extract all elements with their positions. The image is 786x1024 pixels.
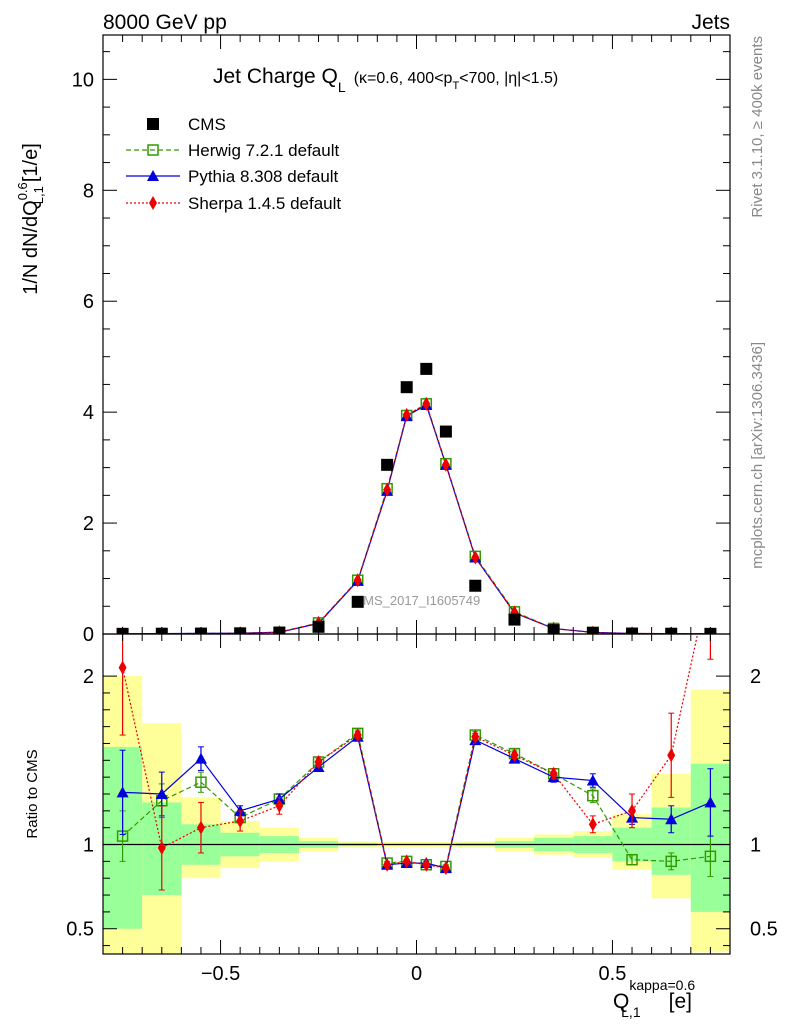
legend: CMS Herwig 7.2.1 default Pythia 8.308 defa… xyxy=(126,115,341,213)
cms-point xyxy=(420,362,433,375)
legend-label-herwig: Herwig 7.2.1 default xyxy=(188,141,339,160)
cms-point xyxy=(439,425,452,438)
title-main: Jet Charge Q xyxy=(213,65,338,88)
ratio-x-tick-label: 0 xyxy=(411,963,422,985)
pythia-ratio-point xyxy=(116,786,129,798)
sherpa-point xyxy=(422,396,431,411)
ratio-x-tick-label: 0.5 xyxy=(599,963,627,985)
ratio-y-tick-label-right: 2 xyxy=(750,666,761,688)
herwig-ratio-point xyxy=(704,850,717,863)
ratio-plot-data xyxy=(103,568,730,891)
pythia-ratio-point xyxy=(194,752,207,764)
analysis-watermark: CMS_2017_I1605749 xyxy=(354,593,481,608)
sherpa-point xyxy=(383,482,392,497)
main-y-tick-label: 4 xyxy=(83,402,94,424)
ratio-y-tick-label-right: 1 xyxy=(750,835,761,857)
sherpa-ratio-point xyxy=(196,820,205,835)
pythia-ratio-point xyxy=(586,774,599,786)
ratio-y-tick-label-left: 0.5 xyxy=(66,919,94,941)
sherpa-ratio-point xyxy=(422,857,431,872)
sherpa-point xyxy=(441,457,450,472)
cms-point xyxy=(400,381,413,394)
ratio-y-axis-label: Ratio to CMS xyxy=(24,749,41,838)
pythia-ratio-point xyxy=(704,796,717,808)
ratio-y-tick-label-left: 2 xyxy=(83,666,94,688)
sherpa-ratio-point xyxy=(118,660,127,675)
sherpa-point xyxy=(353,573,362,588)
cms-point xyxy=(508,613,521,626)
main-y-tick-label: 6 xyxy=(83,291,94,313)
pythia-ratio-line xyxy=(122,735,711,869)
ratio-y-tick-label-left: 1 xyxy=(83,835,94,857)
legend-marker-cms xyxy=(147,118,159,130)
legend-marker-pythia xyxy=(147,170,159,181)
x-axis-label: Qkappa=0.6 L,1 [e] xyxy=(613,977,695,1020)
sherpa-point xyxy=(402,407,411,422)
rivet-version-label: Rivet 3.1.10, ≥ 400k events xyxy=(749,36,766,218)
sherpa-ratio-point xyxy=(275,798,284,813)
sherpa-ratio-point xyxy=(471,729,480,744)
sherpa-ratio-point xyxy=(706,568,714,582)
main-y-tick-label: 0 xyxy=(83,624,94,646)
pythia-ratio-point xyxy=(665,813,678,825)
main-y-tick-label: 8 xyxy=(83,180,94,202)
cms-point xyxy=(312,620,325,633)
energy-label: 8000 GeV pp xyxy=(103,11,227,34)
herwig-ratio-point xyxy=(587,789,599,802)
ylabel-unit: [1/e] xyxy=(20,143,42,182)
legend-label-cms: CMS xyxy=(188,115,226,134)
sherpa-ratio-point xyxy=(383,857,392,872)
mcplots-label: mcplots.cern.ch [arXiv:1306.3436] xyxy=(749,342,766,569)
xlabel-unit: [e] xyxy=(669,990,692,1013)
sherpa-ratio-point xyxy=(402,854,411,869)
xlabel-sub: L,1 xyxy=(621,1004,641,1020)
sherpa-ratio-point xyxy=(628,803,637,818)
ylabel-main: 1/N dN/dQ xyxy=(20,200,42,294)
sherpa-ratio-point xyxy=(157,840,166,855)
ylabel-sub: L,1 xyxy=(31,186,46,204)
xlabel-main: Q xyxy=(613,990,629,1013)
cms-point xyxy=(351,595,364,608)
sherpa-point xyxy=(471,550,480,565)
legend-marker-sherpa xyxy=(149,196,157,210)
herwig-ratio-point xyxy=(195,776,207,788)
legend-label-pythia: Pythia 8.308 default xyxy=(188,167,339,186)
title-sub: L xyxy=(338,79,346,95)
ylabel-sup: 0.6 xyxy=(15,182,30,200)
axis-ticks: 0 2 4 6 8 10 −0.5 0 0.5 0.5 0.5 1 1 2 2 xyxy=(66,35,778,985)
cms-point xyxy=(381,458,394,471)
process-label: Jets xyxy=(691,11,730,34)
sherpa-ratio-point xyxy=(353,728,362,743)
title-details: (κ=0.6, 400<p xyxy=(354,70,453,87)
main-y-tick-label: 10 xyxy=(72,69,94,91)
main-y-tick-label: 2 xyxy=(83,513,94,535)
pythia-ratio-point xyxy=(155,788,168,799)
legend-label-sherpa: Sherpa 1.4.5 default xyxy=(188,194,341,213)
plot-title: Jet Charge QL (κ=0.6, 400<pT<700, |η|<1.5… xyxy=(213,65,558,95)
sherpa-ratio-point xyxy=(236,813,245,828)
sherpa-ratio-point xyxy=(588,817,597,832)
sherpa-ratio-point xyxy=(549,766,558,781)
sherpa-ratio-point xyxy=(510,748,519,763)
sherpa-ratio-line xyxy=(122,634,699,869)
sherpa-ratio-point xyxy=(441,861,450,876)
xlabel-sup: kappa=0.6 xyxy=(629,977,695,993)
pythia-line xyxy=(122,404,711,634)
sherpa-ratio-point xyxy=(667,748,676,763)
ratio-plot-frame xyxy=(102,633,731,955)
herwig-ratio-point xyxy=(665,855,677,868)
legend-marker-herwig xyxy=(147,144,159,156)
ratio-y-tick-label-right: 0.5 xyxy=(750,919,778,941)
cms-point xyxy=(469,579,482,592)
main-y-axis-label: 1/N dN/dQ0.6L,1 [1/e] xyxy=(15,143,46,295)
ratio-x-tick-label: −0.5 xyxy=(201,963,240,985)
title-details-end: <700, |η|<1.5) xyxy=(459,70,558,87)
herwig-ratio-point xyxy=(626,853,638,866)
sherpa-ratio-point xyxy=(314,755,323,769)
title-details-sub: T xyxy=(452,80,459,92)
